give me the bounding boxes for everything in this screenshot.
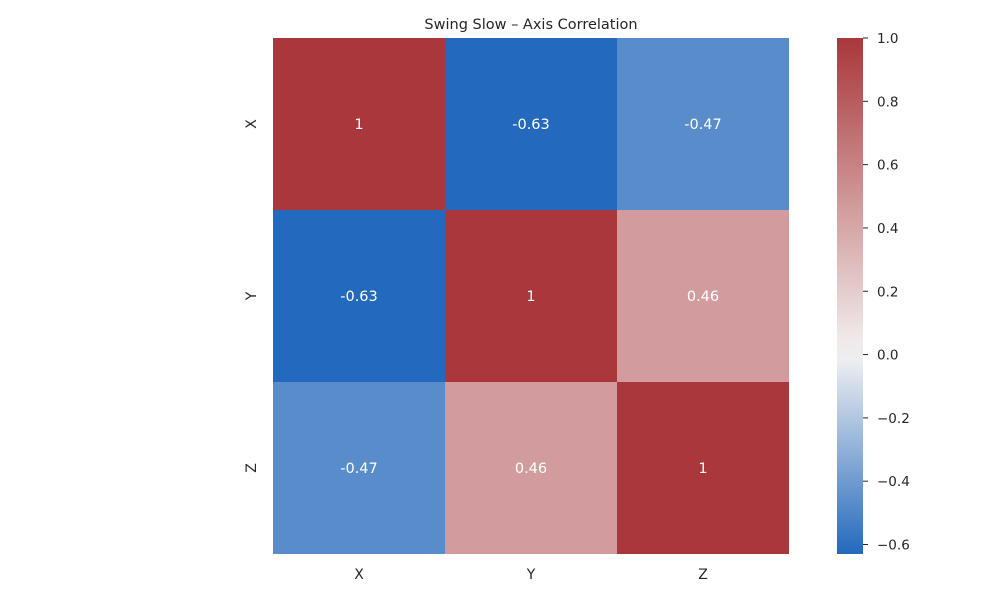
cell-annotation: 1 <box>526 289 535 305</box>
colorbar-tick-label: 0.8 <box>877 94 898 110</box>
colorbar-tick-label: −0.2 <box>877 411 910 427</box>
heatmap-cell <box>273 210 445 382</box>
cell-annotation: 1 <box>698 461 707 477</box>
cell-annotation: -0.63 <box>340 289 378 305</box>
cell-annotation: -0.47 <box>340 461 378 477</box>
cell-annotation: 0.46 <box>687 289 719 305</box>
x-tick-label: Z <box>698 567 708 583</box>
y-tick-label: Y <box>244 291 260 301</box>
colorbar: 1.0 0.8 0.6 0.4 0.2 0.0 −0.2 −0.4 −0.6 <box>837 31 910 554</box>
colorbar-tick-label: 0.2 <box>877 284 898 300</box>
colorbar-gradient <box>837 38 863 554</box>
heatmap-cell <box>273 382 445 554</box>
heatmap-cell <box>273 38 445 210</box>
colorbar-tick-label: 0.4 <box>877 221 898 237</box>
y-tick-label: X <box>244 119 260 129</box>
y-tick-label: Z <box>244 463 260 473</box>
cell-annotation: 1 <box>354 117 363 133</box>
heatmap-cells: 1 -0.63 -0.47 -0.63 1 0.46 -0.47 0.46 1 <box>273 38 789 554</box>
chart-title: Swing Slow – Axis Correlation <box>424 17 637 33</box>
x-axis-ticks: X Y Z <box>354 567 708 583</box>
x-tick-label: X <box>354 567 364 583</box>
colorbar-tick-label: −0.4 <box>877 474 910 490</box>
heatmap-cell <box>445 382 617 554</box>
heatmap-cell <box>445 210 617 382</box>
colorbar-tick-label: 1.0 <box>877 31 898 47</box>
cell-annotation: 0.46 <box>515 461 547 477</box>
colorbar-tick-label: 0.6 <box>877 158 898 174</box>
heatmap-cell <box>445 38 617 210</box>
cell-annotation: -0.63 <box>512 117 550 133</box>
heatmap-cell <box>617 38 789 210</box>
heatmap-cell <box>617 382 789 554</box>
y-axis-ticks: X Y Z <box>244 119 260 473</box>
heatmap-cell <box>617 210 789 382</box>
colorbar-tick-label: −0.6 <box>877 538 910 554</box>
colorbar-tick-label: 0.0 <box>877 348 898 364</box>
cell-annotation: -0.47 <box>684 117 722 133</box>
x-tick-label: Y <box>526 567 536 583</box>
